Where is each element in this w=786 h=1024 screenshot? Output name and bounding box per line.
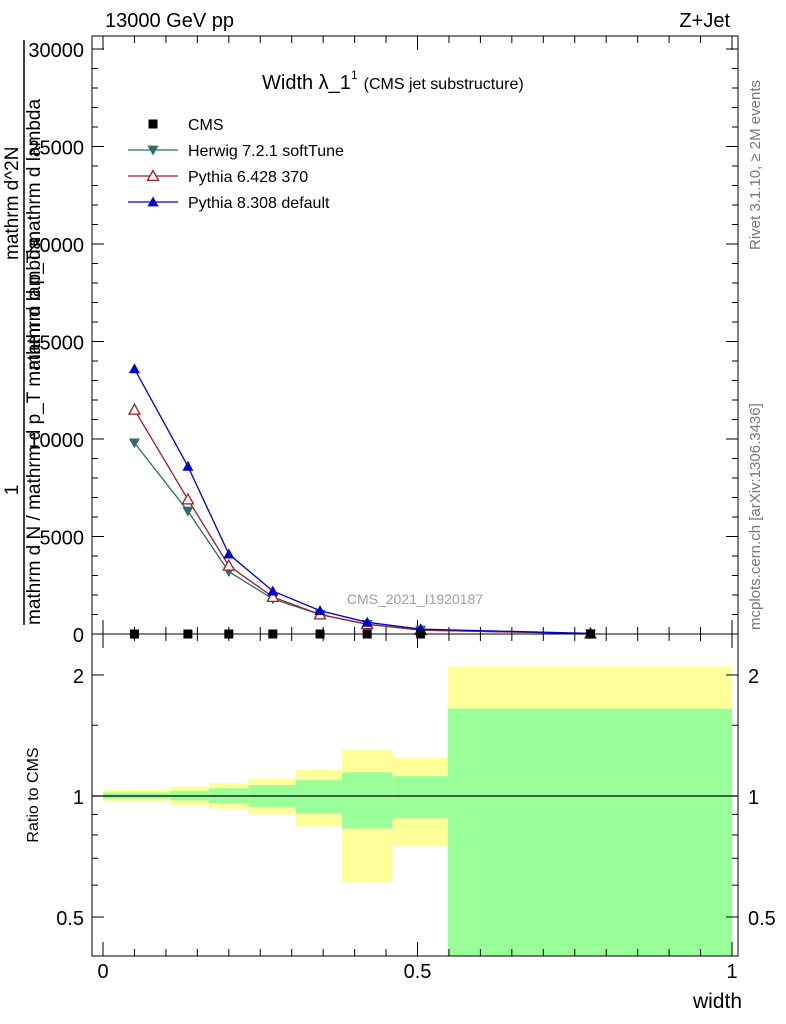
main-ytick-label: 20000 bbox=[28, 235, 84, 257]
data-point-pythia-8-308-default bbox=[267, 585, 279, 596]
ratio-ytick-label-right: 0.5 bbox=[748, 908, 776, 930]
ratio-ytick-label-right: 1 bbox=[748, 787, 759, 809]
data-point-pythia-6-428-370 bbox=[181, 492, 195, 505]
ratio-xtick-label: 0 bbox=[97, 961, 108, 983]
ratio-band-inner bbox=[295, 780, 343, 814]
ratio-band-inner bbox=[392, 776, 448, 819]
main-panel: 0 5000 10000 15000 20000 25000 30000 bbox=[28, 35, 739, 647]
legend-label-cms: CMS bbox=[188, 117, 224, 134]
ratio-xtick-label: 1 bbox=[726, 961, 737, 983]
data-point-pythia-6-428-370 bbox=[266, 590, 280, 602]
legend-marker-pythia-6-428-370 bbox=[146, 169, 160, 182]
main-ylabel-bottom: mathrm d N / mathrm d p_T mathrm d lambd… bbox=[24, 238, 45, 625]
legend-label-herwig-7-2-1-softtune: Herwig 7.2.1 softTune bbox=[188, 143, 344, 160]
main-ytick-label: 25000 bbox=[28, 138, 84, 160]
main-ylabel-den: mathrm d p_T mathrm d lambda bbox=[24, 99, 45, 370]
main-ytick-label: 15000 bbox=[28, 333, 84, 355]
data-point-pythia-8-308-default bbox=[128, 363, 140, 374]
main-ticks: 0 5000 10000 15000 20000 25000 30000 bbox=[28, 36, 738, 647]
main-ytick-label: 0 bbox=[73, 625, 84, 647]
data-point-pythia-8-308-default bbox=[182, 460, 194, 471]
chart-title-main: Width λ_1 bbox=[262, 72, 351, 94]
data-point-pythia-8-308-default bbox=[361, 616, 373, 627]
legend: CMS Herwig 7.2.1 softTune Pythia 6.428 370… bbox=[128, 117, 344, 212]
data-point-pythia-8-308-default bbox=[223, 548, 235, 559]
x-axis-label: width bbox=[692, 990, 742, 1013]
legend-label-pythia-6-428-370: Pythia 6.428 370 bbox=[188, 169, 308, 186]
ratio-ticks: 0.5 0.5 1 1 2 2 0 0.5 1 bbox=[56, 634, 776, 983]
main-ytick-label: 5000 bbox=[40, 528, 85, 550]
chart-title-sup: 1 bbox=[351, 68, 358, 82]
ratio-panel: 0.5 0.5 1 1 2 2 0 0.5 1 bbox=[56, 633, 776, 983]
ratio-ytick-label: 2 bbox=[73, 666, 84, 688]
main-ylabel-top: 1 bbox=[2, 485, 23, 496]
ratio-frame bbox=[91, 633, 739, 957]
series-line-pythia-6-428-370 bbox=[133, 409, 591, 635]
ratio-ytick-label-right: 2 bbox=[748, 666, 759, 688]
mcplots-label: mcplots.cern.ch [arXiv:1306.3436] bbox=[747, 403, 764, 630]
series-herwig-7-2-1-softtune bbox=[128, 438, 596, 640]
ratio-ytick-label: 0.5 bbox=[56, 908, 84, 930]
series-pythia-8-308-default bbox=[128, 363, 596, 638]
energy-label: 13000 GeV pp bbox=[105, 10, 234, 32]
ratio-ytick-label: 1 bbox=[73, 787, 84, 809]
data-point-herwig-7-2-1-softtune bbox=[128, 438, 140, 449]
legend-marker-cms bbox=[148, 119, 158, 129]
ratio-band-inner bbox=[447, 708, 732, 956]
watermark: CMS_2021_I1920187 bbox=[347, 591, 483, 607]
legend-marker-pythia-8-308-default bbox=[147, 196, 159, 207]
chart-title-sub: (CMS jet substructure) bbox=[364, 76, 524, 93]
ratio-bands bbox=[103, 666, 732, 956]
legend-label-pythia-8-308-default: Pythia 8.308 default bbox=[188, 195, 330, 212]
main-ylabel-num: mathrm d^2N bbox=[2, 147, 23, 260]
data-point-pythia-6-428-370 bbox=[127, 402, 142, 415]
ratio-ylabel: Ratio to CMS bbox=[25, 747, 42, 842]
data-point-pythia-8-308-default bbox=[314, 605, 326, 615]
main-ylabel: 1 mathrm d N / mathrm d p_T mathrm d lam… bbox=[2, 40, 45, 625]
ratio-band-inner bbox=[342, 772, 393, 829]
main-ytick-label: 10000 bbox=[28, 430, 84, 452]
main-ytick-label: 30000 bbox=[28, 40, 84, 62]
data-point-pythia-6-428-370 bbox=[222, 558, 236, 571]
ratio-xtick-label: 0.5 bbox=[404, 961, 432, 983]
data-point-herwig-7-2-1-softtune bbox=[182, 506, 194, 517]
series-line-pythia-8-308-default bbox=[133, 368, 591, 635]
legend-marker-herwig-7-2-1-softtune bbox=[147, 145, 159, 156]
process-label: Z+Jet bbox=[679, 10, 730, 32]
chart-title: Width λ_11 (CMS jet substructure) bbox=[262, 68, 524, 94]
rivet-label: Rivet 3.1.10, ≥ 2M events bbox=[747, 80, 764, 250]
